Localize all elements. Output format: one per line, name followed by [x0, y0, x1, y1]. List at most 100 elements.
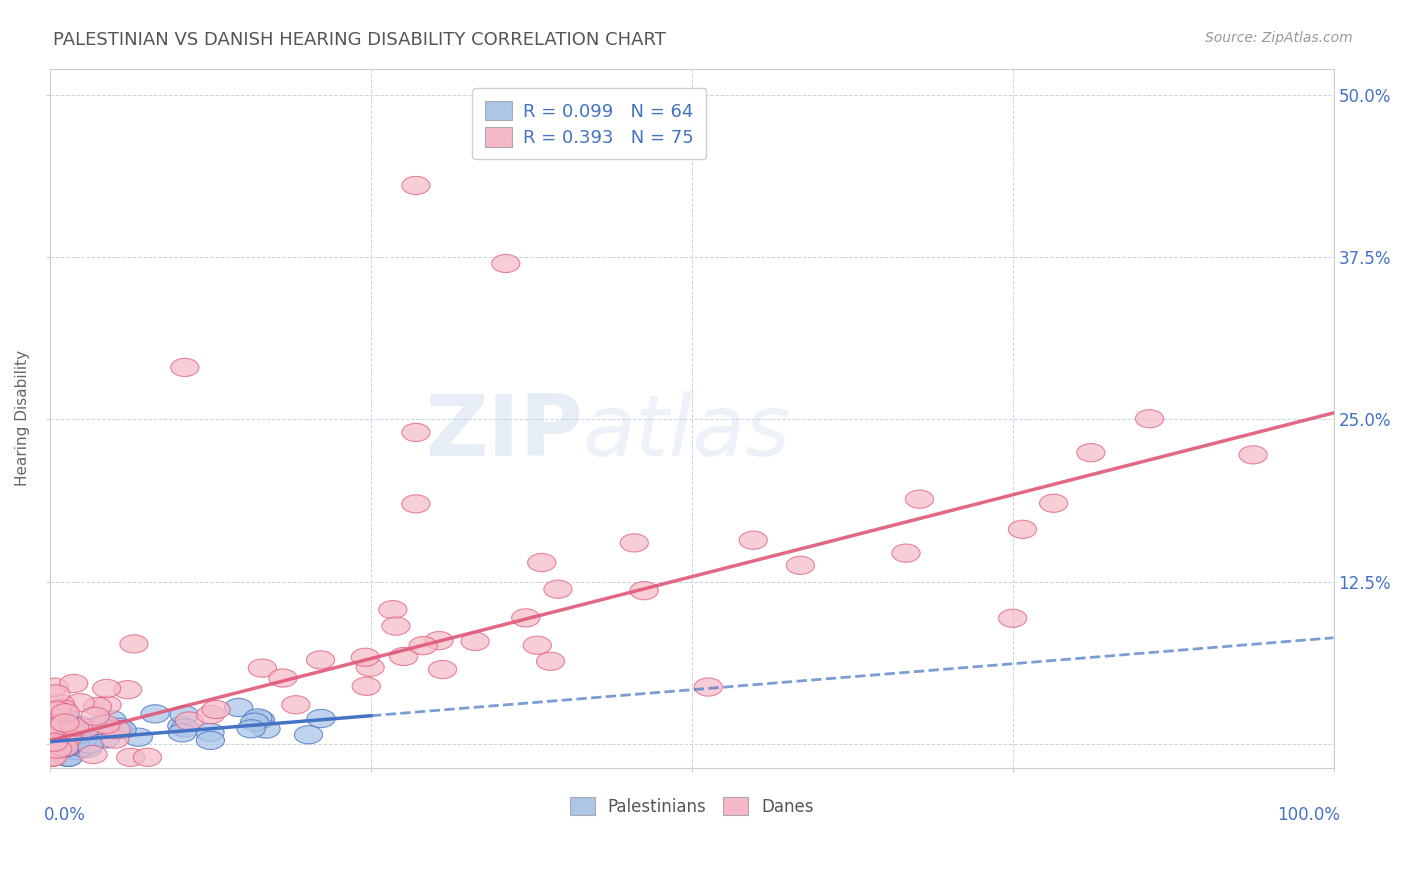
Ellipse shape	[695, 678, 723, 696]
Ellipse shape	[45, 731, 73, 749]
Ellipse shape	[249, 659, 277, 677]
Ellipse shape	[891, 544, 920, 562]
Ellipse shape	[91, 720, 120, 739]
Ellipse shape	[176, 712, 204, 730]
Ellipse shape	[141, 705, 169, 723]
Ellipse shape	[169, 723, 197, 742]
Ellipse shape	[62, 726, 90, 744]
Ellipse shape	[53, 725, 82, 744]
Ellipse shape	[55, 748, 83, 766]
Ellipse shape	[42, 730, 70, 747]
Ellipse shape	[98, 711, 127, 729]
Ellipse shape	[51, 715, 79, 733]
Ellipse shape	[252, 720, 280, 739]
Ellipse shape	[492, 254, 520, 273]
Ellipse shape	[59, 674, 87, 692]
Ellipse shape	[197, 731, 225, 749]
Ellipse shape	[105, 718, 134, 736]
Ellipse shape	[39, 733, 67, 751]
Ellipse shape	[56, 719, 84, 737]
Ellipse shape	[352, 648, 380, 666]
Ellipse shape	[527, 553, 555, 572]
Ellipse shape	[37, 748, 65, 766]
Ellipse shape	[41, 678, 69, 697]
Ellipse shape	[170, 706, 198, 724]
Ellipse shape	[38, 746, 66, 764]
Ellipse shape	[46, 714, 75, 732]
Ellipse shape	[41, 734, 69, 752]
Ellipse shape	[51, 736, 79, 755]
Ellipse shape	[243, 709, 271, 727]
Ellipse shape	[786, 557, 814, 574]
Text: Source: ZipAtlas.com: Source: ZipAtlas.com	[1205, 31, 1353, 45]
Ellipse shape	[382, 617, 411, 635]
Ellipse shape	[409, 637, 437, 655]
Ellipse shape	[46, 722, 75, 739]
Ellipse shape	[1008, 520, 1036, 539]
Ellipse shape	[52, 739, 80, 757]
Ellipse shape	[101, 730, 129, 748]
Ellipse shape	[79, 721, 107, 739]
Ellipse shape	[402, 424, 430, 442]
Ellipse shape	[44, 731, 72, 749]
Ellipse shape	[53, 748, 82, 766]
Ellipse shape	[83, 698, 111, 715]
Ellipse shape	[429, 660, 457, 679]
Ellipse shape	[378, 600, 406, 619]
Ellipse shape	[195, 723, 224, 741]
Ellipse shape	[740, 531, 768, 549]
Ellipse shape	[48, 699, 76, 718]
Ellipse shape	[38, 748, 66, 766]
Ellipse shape	[79, 746, 107, 764]
Ellipse shape	[630, 582, 658, 599]
Ellipse shape	[73, 739, 101, 757]
Ellipse shape	[402, 177, 430, 194]
Ellipse shape	[51, 704, 80, 722]
Ellipse shape	[62, 741, 90, 760]
Text: PALESTINIAN VS DANISH HEARING DISABILITY CORRELATION CHART: PALESTINIAN VS DANISH HEARING DISABILITY…	[53, 31, 666, 49]
Ellipse shape	[202, 700, 231, 719]
Ellipse shape	[51, 706, 79, 725]
Ellipse shape	[402, 495, 430, 513]
Y-axis label: Hearing Disability: Hearing Disability	[15, 350, 30, 486]
Ellipse shape	[1077, 443, 1105, 462]
Ellipse shape	[281, 696, 309, 714]
Ellipse shape	[172, 719, 200, 737]
Text: atlas: atlas	[582, 391, 790, 474]
Ellipse shape	[56, 737, 84, 755]
Ellipse shape	[37, 748, 65, 766]
Ellipse shape	[461, 632, 489, 650]
Ellipse shape	[225, 698, 253, 716]
Ellipse shape	[70, 723, 100, 741]
Ellipse shape	[620, 533, 648, 552]
Ellipse shape	[53, 729, 82, 747]
Ellipse shape	[60, 718, 89, 736]
Text: 0.0%: 0.0%	[44, 806, 86, 824]
Ellipse shape	[108, 721, 136, 739]
Ellipse shape	[170, 359, 200, 376]
Ellipse shape	[91, 730, 120, 748]
Ellipse shape	[39, 722, 67, 740]
Ellipse shape	[42, 733, 70, 751]
Ellipse shape	[537, 652, 565, 671]
Ellipse shape	[93, 696, 121, 714]
Ellipse shape	[46, 733, 76, 752]
Ellipse shape	[42, 717, 70, 736]
Ellipse shape	[38, 743, 66, 762]
Ellipse shape	[544, 580, 572, 599]
Ellipse shape	[294, 726, 322, 744]
Ellipse shape	[91, 715, 120, 733]
Ellipse shape	[124, 728, 152, 747]
Ellipse shape	[240, 713, 269, 731]
Ellipse shape	[37, 733, 65, 752]
Ellipse shape	[37, 734, 65, 753]
Ellipse shape	[46, 695, 75, 713]
Ellipse shape	[389, 648, 418, 665]
Legend: Palestinians, Danes: Palestinians, Danes	[562, 791, 821, 822]
Ellipse shape	[62, 731, 90, 749]
Ellipse shape	[352, 677, 381, 696]
Ellipse shape	[998, 609, 1026, 627]
Ellipse shape	[70, 729, 98, 747]
Ellipse shape	[86, 716, 114, 735]
Text: ZIP: ZIP	[425, 391, 582, 474]
